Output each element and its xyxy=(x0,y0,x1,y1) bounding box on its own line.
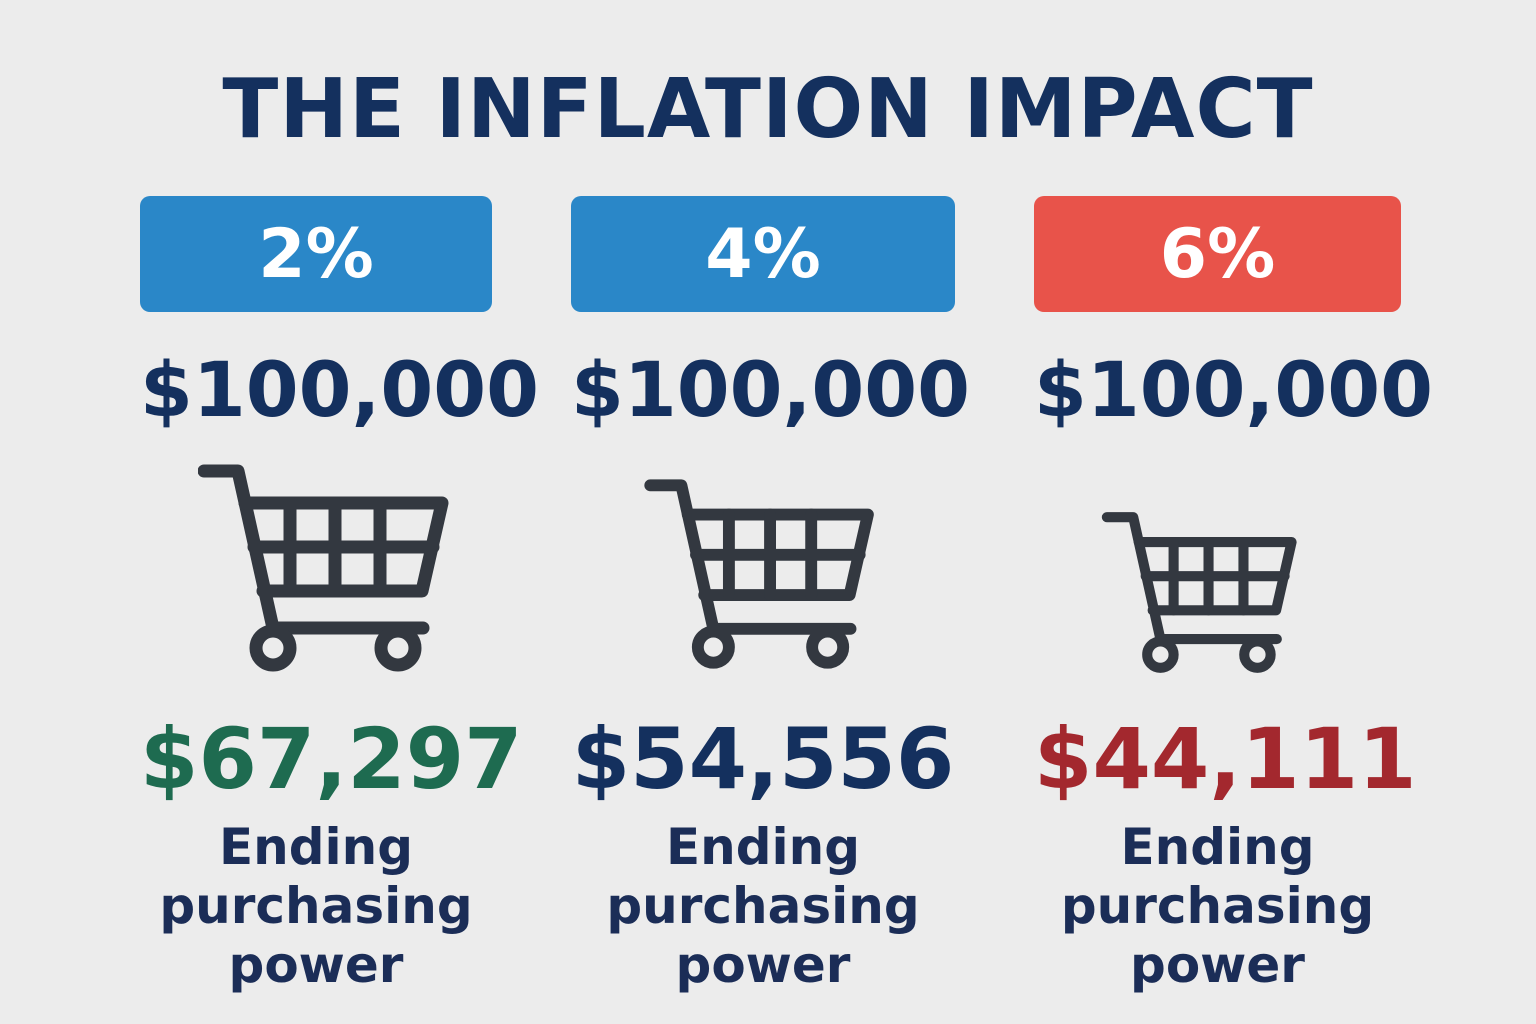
start-amount: $100,000 xyxy=(140,345,540,434)
end-amount: $44,111 xyxy=(1034,710,1417,808)
cart-icon xyxy=(1095,511,1305,674)
end-label: Ending purchasing power xyxy=(159,818,473,994)
rate-badge: 2% xyxy=(140,196,492,312)
column: 4% $100,000 $54,556 Ending purchasing po… xyxy=(571,0,971,1024)
rate-badge: 6% xyxy=(1034,196,1401,312)
start-amount: $100,000 xyxy=(571,345,971,434)
end-label: Ending purchasing power xyxy=(606,818,920,994)
end-amount: $54,556 xyxy=(571,710,955,808)
cart-icon xyxy=(198,463,450,673)
end-amount: $67,297 xyxy=(140,710,523,808)
column: 2% $100,000 $67,297 Ending purchasing po… xyxy=(140,0,540,1024)
end-label: Ending purchasing power xyxy=(1060,818,1375,994)
title: THE INFLATION IMPACT xyxy=(222,62,1314,157)
start-amount: $100,000 xyxy=(1034,345,1434,434)
rate-badge: 4% xyxy=(571,196,955,312)
cart-icon xyxy=(636,478,884,670)
column: 6% $100,000 $44,111 Ending purchasing po… xyxy=(1034,0,1434,1024)
